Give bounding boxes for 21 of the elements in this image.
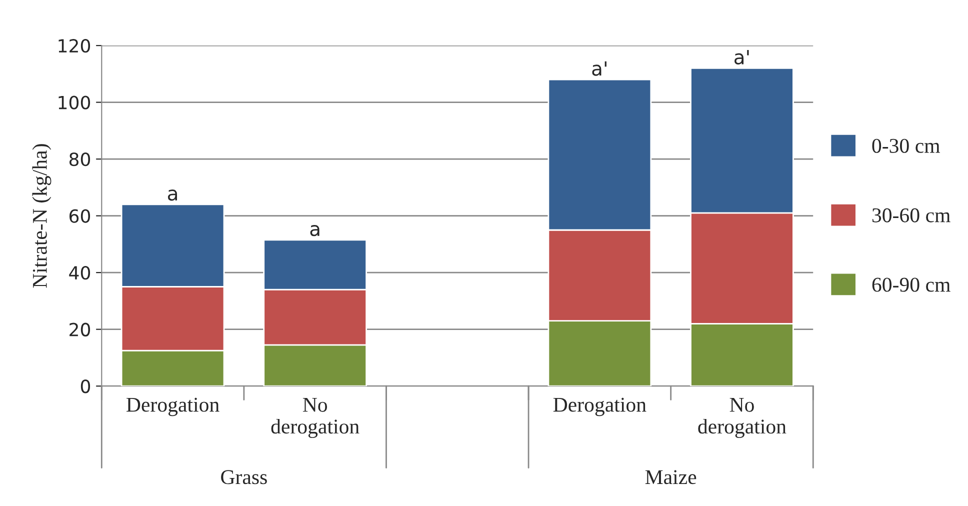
x-tick-label: No derogation [271, 398, 360, 438]
legend-label: 30-60 cm [872, 208, 950, 222]
x-tick-label: No derogation [698, 398, 786, 438]
y-tick-label: 120 [58, 39, 90, 53]
text: Grass [221, 470, 267, 484]
x-tick-label: Derogation [553, 398, 646, 416]
annotation: a' [734, 50, 749, 64]
x-tick-label: Derogation [126, 398, 220, 416]
legend-label: 60-90 cm [872, 278, 950, 292]
annotation: a [168, 190, 177, 201]
annotation: a [310, 225, 320, 236]
y-tick-label: 40 [69, 266, 90, 280]
y-axis-title: Nitrate-N (kg/ha) [32, 144, 52, 288]
y-tick-label: 80 [69, 152, 90, 166]
y-tick-label: 20 [70, 322, 90, 336]
y-tick-label: 60 [70, 209, 90, 223]
y-tick-label: 100 [58, 96, 90, 110]
text: Maize [645, 470, 696, 484]
y-tick-label: 0 [80, 380, 90, 394]
legend-label: 0-30 cm [872, 138, 940, 153]
annotation: a' [592, 61, 606, 76]
